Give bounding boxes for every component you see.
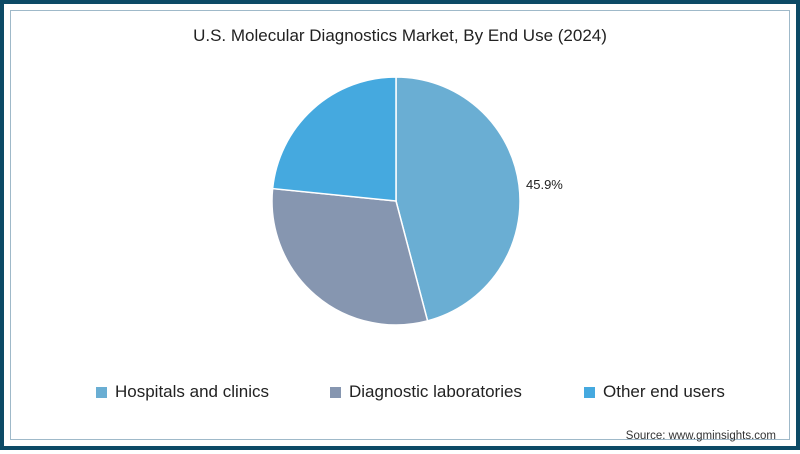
- legend-label: Diagnostic laboratories: [349, 382, 522, 401]
- slice-other-end-users: [271, 76, 397, 202]
- slice-diagnostic-labs: [271, 187, 429, 326]
- legend-swatch-icon: [96, 386, 107, 398]
- slice-hospitals: [395, 76, 521, 322]
- legend-item-hospitals: Hospitals and clinics: [96, 382, 269, 402]
- pie-slices: [271, 76, 521, 326]
- legend-swatch-icon: [330, 386, 341, 398]
- legend-item-other-end-users: Other end users: [584, 382, 725, 402]
- pie-chart: [271, 76, 521, 326]
- source-note: Source: www.gminsights.com: [625, 430, 776, 442]
- legend-label: Other end users: [603, 382, 725, 401]
- chart-title: U.S. Molecular Diagnostics Market, By En…: [193, 26, 607, 45]
- legend-label: Hospitals and clinics: [115, 382, 270, 401]
- legend: Hospitals and clinics Diagnostic laborat…: [4, 382, 796, 406]
- legend-item-diagnostic-labs: Diagnostic laboratories: [330, 382, 522, 402]
- data-label-hospitals: 45.9%: [526, 177, 563, 192]
- legend-swatch-icon: [584, 386, 595, 398]
